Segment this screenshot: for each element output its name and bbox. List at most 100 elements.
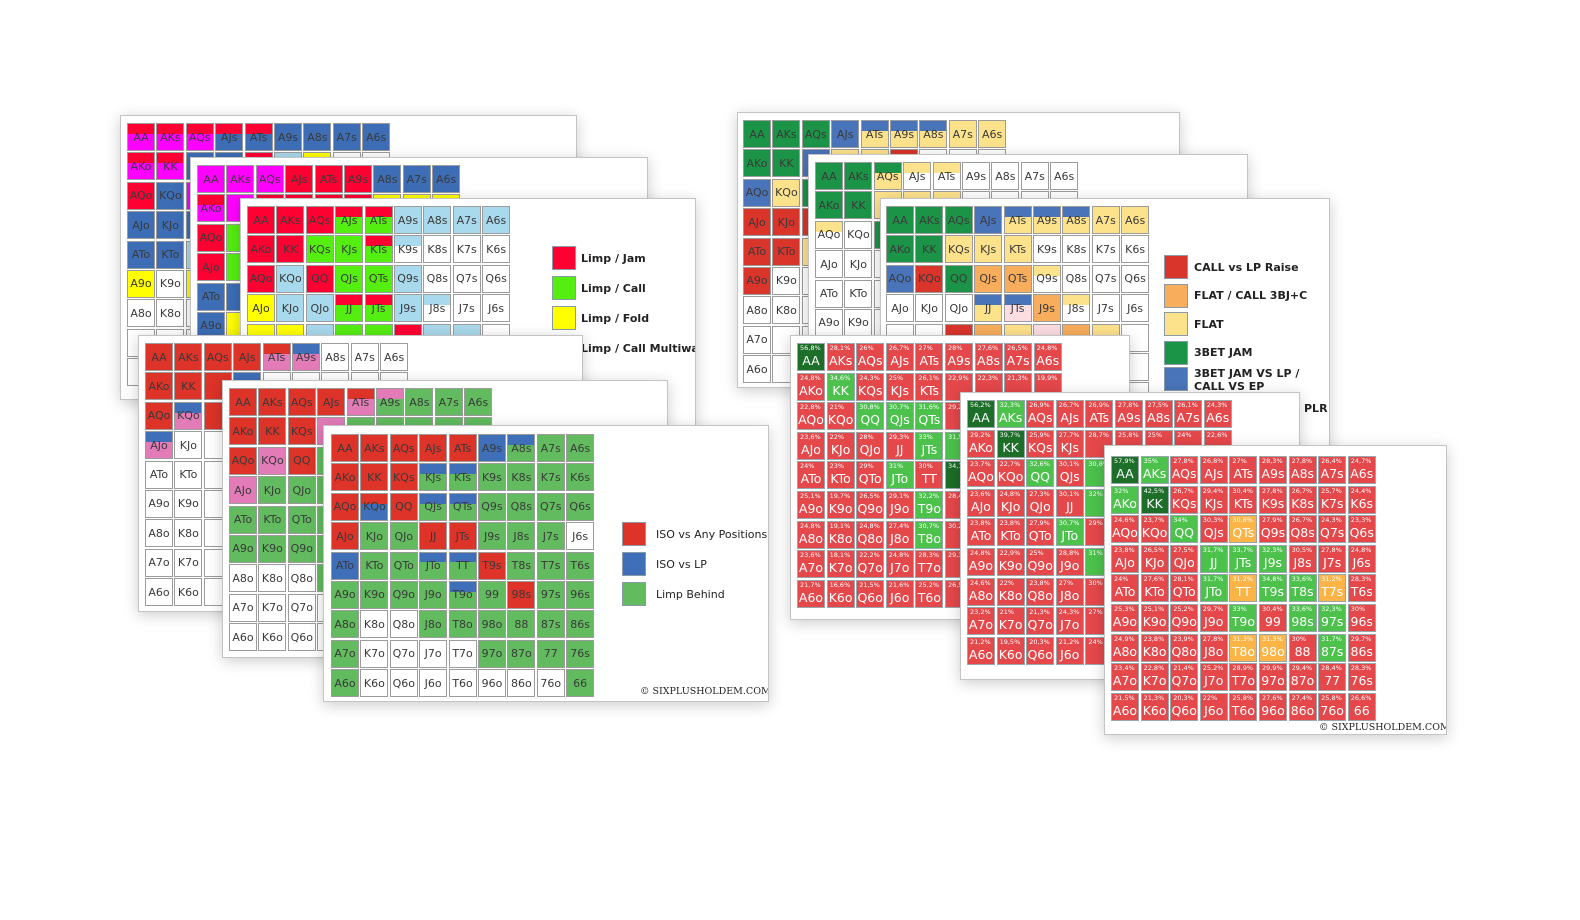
hand-label: A9s <box>1261 466 1285 481</box>
hand-cell: KJo <box>915 294 944 323</box>
hand-label: QJs <box>340 272 358 286</box>
hand-label: ATo <box>1114 584 1136 600</box>
hand-label: Q9o <box>1171 613 1197 629</box>
equity-cell: 27,7% KJs <box>1055 429 1084 458</box>
hand-cell: ATs <box>860 120 889 148</box>
hand-cell: KTs <box>448 463 477 492</box>
equity-cell: 19,1% K8o <box>826 520 855 549</box>
hand-label: T6o <box>1231 702 1255 718</box>
hand-label: K7o <box>998 617 1023 633</box>
hand-cell: J9s <box>477 522 506 551</box>
hand-label: AJs <box>908 169 926 183</box>
equity-percent: 27,8% <box>1117 401 1139 409</box>
hand-label: K6s <box>1125 242 1146 256</box>
legend-item: Limp Behind <box>622 579 767 609</box>
hand-cell: K8o <box>258 564 287 593</box>
hand-cell: A6o <box>331 669 359 698</box>
equity-cell: 31,2% TT <box>1229 574 1258 603</box>
hand-cell-band <box>361 493 388 504</box>
hand-label: AJs <box>322 395 340 409</box>
equity-percent: 21,4% <box>1173 664 1194 673</box>
equity-cell: 32,3% J9s <box>1258 544 1287 573</box>
hand-label: AKo <box>232 424 254 438</box>
equity-percent: 57,9% <box>1114 457 1135 465</box>
hand-label: Q6s <box>1124 272 1146 286</box>
hand-cell-band <box>376 389 403 399</box>
hand-cell: AJo <box>145 431 173 460</box>
hand-label: 88 <box>1294 643 1311 659</box>
hand-label: J8o <box>424 617 442 631</box>
equity-percent: 25,1% <box>1143 604 1165 613</box>
hand-label: KK <box>851 198 866 212</box>
hand-label: 96o <box>1261 702 1285 718</box>
equity-cell: 23,6% AJo <box>797 431 825 460</box>
equity-percent: 22,6% <box>1206 430 1228 439</box>
equity-cell: 27% ATs <box>1229 456 1258 484</box>
hand-label: KTs <box>919 382 940 398</box>
hand-label: AJs <box>979 213 997 227</box>
hand-label: ATs <box>1233 466 1254 481</box>
equity-percent: 19,5% <box>999 637 1021 646</box>
hand-label: TT <box>455 559 470 573</box>
equity-percent: 28,1% <box>1173 575 1194 584</box>
hand-cell: AA <box>127 123 155 151</box>
legend-item: ISO vs LP <box>622 549 767 579</box>
hand-label: JTs <box>1010 301 1025 315</box>
equity-percent: 32,2% <box>918 491 940 500</box>
equity-percent: 29,7% <box>1202 604 1224 613</box>
hand-label: KJs <box>980 242 997 256</box>
equity-percent: 27% <box>1232 457 1247 465</box>
equity-percent: 31,7% <box>1202 545 1224 554</box>
equity-cell: 33,7% JTs <box>1229 544 1258 573</box>
hand-label: JJ <box>896 441 904 457</box>
hand-cell: A6s <box>978 120 1007 148</box>
equity-cell: 26,7% AJs <box>1055 400 1084 428</box>
hand-label: KJs <box>1204 495 1223 511</box>
equity-cell: 22,8% K7o <box>1140 663 1169 692</box>
equity-cell: 32% AKo <box>1111 485 1139 514</box>
hand-label: A8s <box>923 127 944 141</box>
hand-cell: 97s <box>536 580 565 609</box>
hand-cell-band <box>420 464 447 475</box>
equity-percent: 31,3% <box>1261 634 1283 643</box>
hand-cell: 88 <box>507 610 536 639</box>
equity-cell: 27,4% J8o <box>885 520 914 549</box>
hand-cell: J8s <box>423 294 452 323</box>
equity-percent: 34,8% <box>1261 575 1283 584</box>
equity-cell: 19,5% K6o <box>996 636 1025 665</box>
hand-cell: KTo <box>156 240 185 269</box>
equity-cell: 25,2% Q9o <box>1170 603 1199 632</box>
equity-percent: 26,7% <box>888 344 910 352</box>
hand-cell: AKo <box>247 235 275 264</box>
legend-item: FLAT <box>1164 310 1309 339</box>
hand-label: J6s <box>1352 554 1371 570</box>
hand-label: T8o <box>1231 643 1255 659</box>
hand-label: K9o <box>177 497 199 511</box>
hand-label: KQs <box>290 424 313 438</box>
hand-label: 87o <box>510 647 532 661</box>
hand-label: K8o <box>998 587 1023 603</box>
iso-legend: ISO vs Any Positions ISO vs LP Limp Behi… <box>622 519 767 609</box>
equity-cell: 20,3% Q6o <box>1026 636 1055 665</box>
hand-label: A7s <box>540 441 561 455</box>
hand-label: Q6s <box>1349 525 1374 541</box>
equity-percent: 28,4% <box>1321 664 1342 673</box>
hand-label: KK <box>779 156 794 170</box>
hand-label: QJo <box>292 483 312 497</box>
hand-cell: KJo <box>276 294 305 323</box>
hand-cell: AKs <box>156 123 185 151</box>
equity-percent: 25,8% <box>1232 693 1254 702</box>
hand-label: A8s <box>1291 466 1315 481</box>
hand-label: KK <box>367 470 382 484</box>
legend-label: FLAT <box>1194 317 1224 331</box>
hand-label: AA <box>892 213 908 227</box>
hand-label: QTs <box>452 500 473 514</box>
hand-cell: K6s <box>482 235 511 264</box>
hand-label: AA <box>253 213 269 227</box>
hand-cell: A6o <box>743 355 771 384</box>
hand-cell: K8s <box>507 463 536 492</box>
hand-label: T9s <box>1261 584 1285 600</box>
equity-percent: 27,9% <box>1261 516 1283 525</box>
hand-grid: AA AKs AQs AJs ATs A9s A8s A7s A6s AKo KK KQs KJs KTs… <box>331 434 595 698</box>
equity-percent: 25,8% <box>1321 693 1342 702</box>
